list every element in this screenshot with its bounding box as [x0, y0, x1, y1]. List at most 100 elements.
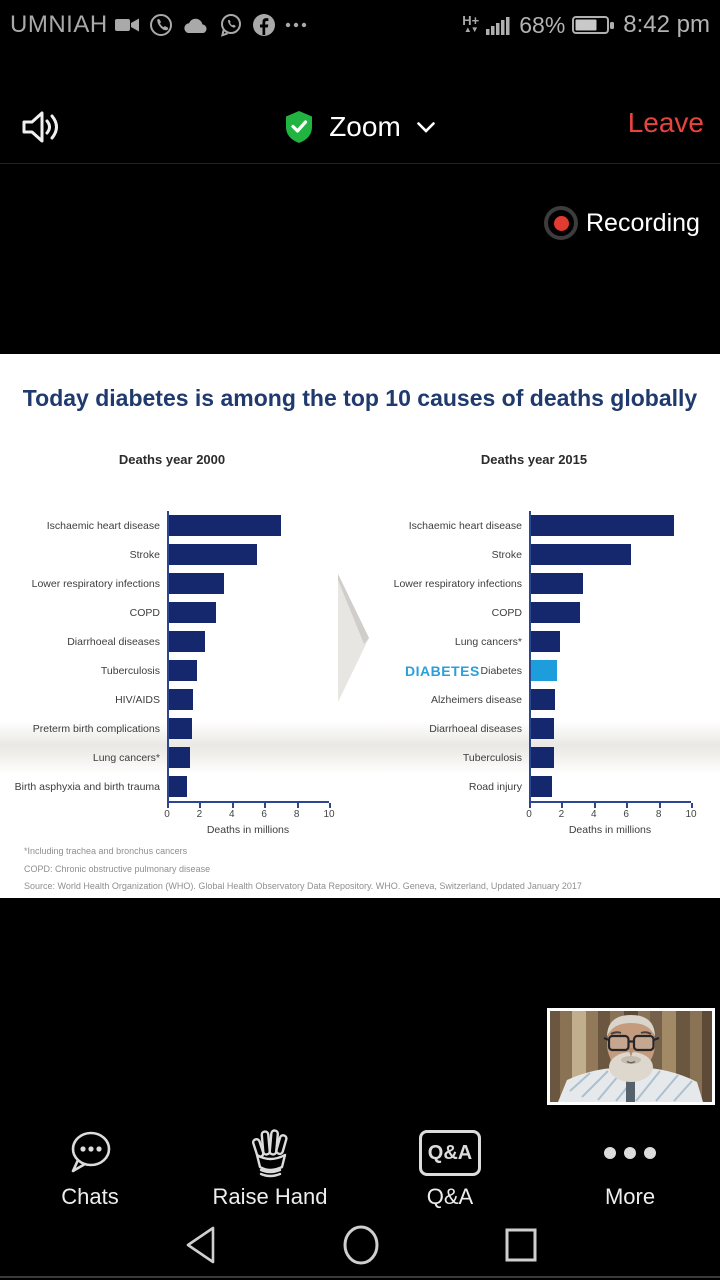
- axis-tick: [296, 803, 299, 808]
- meeting-title-dropdown[interactable]: Zoom: [0, 90, 720, 164]
- chats-button[interactable]: Chats: [0, 1120, 180, 1215]
- chevron-down-icon: [416, 121, 435, 133]
- chart-row: Ischaemic heart disease: [12, 511, 332, 540]
- axis-tick-label: 6: [623, 809, 629, 820]
- qa-button[interactable]: Q&A Q&A: [360, 1120, 540, 1215]
- axis-tick: [199, 803, 202, 808]
- chart-row: Lung cancers*: [374, 627, 694, 656]
- video-camera-icon: [114, 18, 139, 32]
- chat-bubble-icon: [64, 1126, 116, 1180]
- chart-row: Birth asphyxia and birth trauma: [12, 772, 332, 801]
- axis-tick-label: 4: [229, 809, 235, 820]
- raise-hand-icon: [247, 1126, 293, 1180]
- axis-tick-label: 10: [323, 809, 335, 820]
- status-right-cluster: H+ ▲▼ 68% 8:42 pm: [462, 11, 710, 39]
- bar: [169, 515, 281, 536]
- category-label: Stroke: [491, 548, 522, 561]
- chart-row: Preterm birth complications: [12, 714, 332, 743]
- category-label: COPD: [491, 606, 522, 619]
- bar: [531, 660, 557, 681]
- category-label: Preterm birth complications: [32, 722, 160, 735]
- signal-bars-icon: [486, 17, 510, 35]
- bar: [531, 747, 554, 768]
- axis-tick-label: 8: [293, 809, 300, 820]
- category-label: Diarrhoeal diseases: [429, 722, 522, 735]
- category-label: Tuberculosis: [100, 664, 160, 677]
- bar: [531, 602, 580, 623]
- more-button[interactable]: More: [540, 1120, 720, 1215]
- more-dots-icon: [600, 1126, 660, 1180]
- phone-call-icon: [149, 14, 172, 36]
- axis-tick-label: 4: [591, 809, 597, 820]
- screen-bottom-hairline: [0, 1276, 720, 1278]
- chart-row: Lung cancers*: [12, 743, 332, 772]
- transition-arrow-icon: [338, 574, 369, 702]
- chart-row: Stroke: [374, 540, 694, 569]
- participant-video-frame: [550, 1011, 712, 1102]
- bar-chart-2000: Deaths year 2000 Ischaemic heart disease…: [12, 452, 335, 836]
- leave-button[interactable]: Leave: [627, 107, 704, 138]
- chart-title: Deaths year 2000: [118, 452, 226, 467]
- bar-chart-2015: Deaths year 2015 Ischaemic heart disease…: [374, 452, 697, 836]
- whatsapp-icon: [220, 14, 241, 37]
- category-label: Alzheimers disease: [430, 693, 522, 706]
- bar: [169, 776, 187, 797]
- facebook-icon: [252, 14, 275, 36]
- network-type-indicator: H+ ▲▼: [462, 13, 480, 34]
- axis-tick: [529, 803, 531, 808]
- cloud-icon: [184, 18, 207, 33]
- axis-tick: [264, 803, 267, 808]
- qa-icon: Q&A: [419, 1126, 481, 1180]
- footnote: Source: World Health Organization (WHO).…: [24, 881, 582, 891]
- chats-label: Chats: [61, 1184, 119, 1209]
- recording-dot-icon: [544, 206, 578, 240]
- chart-title: Deaths year 2015: [480, 452, 588, 467]
- shared-screen-slide: Today diabetes is among the top 10 cause…: [0, 354, 720, 898]
- category-label: Lower respiratory infections: [393, 577, 522, 590]
- meeting-title: Zoom: [329, 111, 401, 142]
- android-nav-bar: [0, 1214, 720, 1276]
- recents-button[interactable]: [503, 1224, 539, 1266]
- axis-tick-label: 2: [196, 809, 203, 820]
- security-shield-icon: [286, 111, 313, 143]
- bar: [531, 631, 561, 652]
- more-label: More: [604, 1184, 656, 1209]
- recording-indicator: Recording: [544, 206, 700, 240]
- chart-row: Lower respiratory infections: [374, 569, 694, 598]
- category-label: Lower respiratory infections: [31, 577, 160, 590]
- raise-hand-label: Raise Hand: [212, 1184, 328, 1209]
- category-label: Stroke: [129, 548, 160, 561]
- axis-tick: [626, 803, 629, 808]
- participant-video-thumbnail[interactable]: [547, 1008, 715, 1105]
- chart-row: Tuberculosis: [12, 656, 332, 685]
- category-label: Lung cancers*: [92, 751, 160, 764]
- chart-x-axis: 0 2 4 6 8 10: [526, 801, 697, 823]
- chart-row: Diabetes: [374, 656, 694, 685]
- home-button[interactable]: [341, 1224, 381, 1266]
- bar: [531, 689, 556, 710]
- bar: [531, 718, 554, 739]
- chart-row: Ischaemic heart disease: [374, 511, 694, 540]
- axis-tick-label: 8: [655, 809, 662, 820]
- category-label: Tuberculosis: [462, 751, 522, 764]
- back-button[interactable]: [183, 1224, 219, 1266]
- axis-tick-label: 0: [164, 809, 170, 820]
- axis-tick: [593, 803, 596, 808]
- axis-tick: [167, 803, 169, 808]
- speaker-button[interactable]: [18, 106, 60, 153]
- chart-x-axis: 0 2 4 6 8 10: [164, 801, 335, 823]
- recording-label: Recording: [586, 208, 700, 237]
- bar: [169, 747, 191, 768]
- axis-tick: [691, 803, 693, 808]
- chart-row: COPD: [12, 598, 332, 627]
- chart-row: Diarrhoeal diseases: [374, 714, 694, 743]
- chart-row: Stroke: [12, 540, 332, 569]
- battery-percent: 68%: [519, 11, 566, 38]
- category-label: Lung cancers*: [454, 635, 522, 648]
- raise-hand-button[interactable]: Raise Hand: [180, 1120, 360, 1215]
- axis-tick-label: 6: [261, 809, 267, 820]
- category-label: Road injury: [468, 780, 522, 793]
- category-label: Ischaemic heart disease: [408, 519, 522, 532]
- axis-tick: [658, 803, 661, 808]
